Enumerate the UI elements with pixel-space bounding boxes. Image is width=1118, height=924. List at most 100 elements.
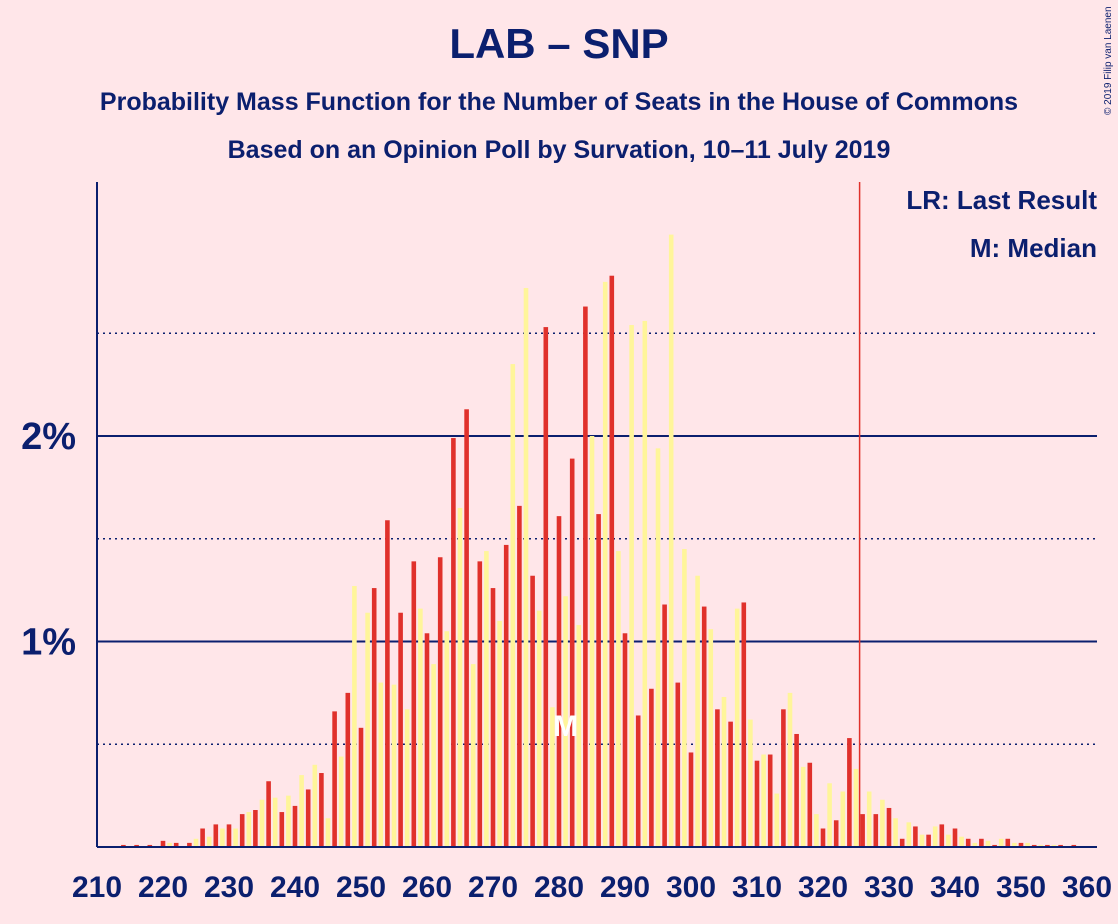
bar (497, 620, 502, 847)
bar (319, 773, 324, 847)
bar (972, 842, 978, 847)
bar (391, 684, 397, 847)
bar (748, 719, 753, 847)
bar (827, 783, 832, 847)
bar (134, 844, 139, 847)
bars: M (121, 234, 1077, 848)
bar (1058, 844, 1063, 847)
bar (345, 692, 351, 847)
y-tick-label: 1% (21, 622, 76, 664)
x-tick-label: 340 (930, 871, 980, 904)
bar (266, 781, 271, 847)
bar (649, 688, 654, 847)
bar (470, 664, 476, 847)
x-tick-label: 240 (270, 871, 320, 904)
bar (886, 807, 892, 847)
bar (622, 633, 628, 847)
bar (253, 810, 258, 847)
bar (820, 828, 826, 847)
bar (741, 602, 747, 847)
bar (655, 448, 661, 847)
bar (1031, 844, 1037, 847)
bar (1005, 838, 1011, 847)
legend-median: M: Median (970, 233, 1097, 263)
bar (794, 733, 799, 847)
bar (523, 288, 529, 847)
bar (583, 306, 588, 847)
bar (325, 818, 331, 847)
bar (371, 588, 377, 847)
bar (510, 364, 516, 847)
bar (787, 692, 793, 847)
bar (418, 608, 423, 847)
bar (952, 828, 958, 847)
bar (338, 756, 344, 847)
bar (187, 842, 192, 847)
bar (484, 551, 489, 847)
bar (682, 549, 687, 847)
bar (550, 707, 555, 847)
bar (404, 709, 410, 847)
bar (213, 824, 219, 847)
bar (121, 844, 126, 847)
bar (259, 799, 265, 847)
chart-subtitle-2: Based on an Opinion Poll by Survation, 1… (227, 136, 891, 164)
bar (286, 795, 291, 847)
bar (358, 727, 364, 847)
bar (998, 838, 1004, 847)
bar (239, 814, 245, 847)
bar (985, 840, 991, 847)
bar (352, 586, 357, 847)
bar (398, 612, 403, 847)
bar (939, 824, 945, 847)
bar (913, 826, 918, 847)
bar (946, 834, 951, 847)
bar (602, 281, 608, 847)
chart-subtitle-1: Probability Mass Function for the Number… (99, 88, 1019, 116)
bar (847, 738, 852, 847)
bar (675, 682, 681, 847)
bar (609, 275, 615, 848)
median-marker: M (553, 710, 578, 743)
x-tick-label: 350 (996, 871, 1046, 904)
bar (220, 828, 225, 847)
bar (411, 561, 417, 847)
bar (635, 715, 641, 847)
bar (556, 516, 562, 847)
x-tick-label: 300 (666, 871, 716, 904)
bar (959, 836, 964, 847)
bar (860, 814, 865, 847)
y-tick-label: 2% (21, 416, 76, 458)
tick-labels: 1% 2% 210 220 230 240 250 260 270 280 290 300 310 320… (21, 416, 1112, 904)
bar (642, 320, 648, 847)
bar (206, 836, 212, 847)
bar (226, 824, 232, 847)
bar (1018, 842, 1024, 847)
bar (721, 696, 727, 847)
bar (761, 754, 766, 847)
bar (880, 799, 885, 847)
bar (279, 812, 285, 847)
bar (734, 608, 740, 847)
bar (701, 606, 707, 847)
bar (873, 814, 879, 847)
x-tick-label: 270 (468, 871, 518, 904)
bar (695, 575, 700, 847)
bar (569, 458, 575, 847)
bar (715, 709, 720, 847)
x-tick-label: 310 (732, 871, 782, 904)
bar (814, 814, 819, 847)
bar (589, 436, 595, 847)
bar (1025, 842, 1030, 847)
bar (378, 682, 384, 847)
bar (193, 838, 199, 847)
bar (774, 793, 780, 847)
bar (893, 818, 898, 847)
bar (767, 754, 773, 847)
bar (781, 709, 786, 847)
chart-title: LAB – SNP (449, 20, 669, 67)
bar (517, 505, 522, 847)
bar (292, 805, 298, 847)
bar (477, 561, 483, 847)
